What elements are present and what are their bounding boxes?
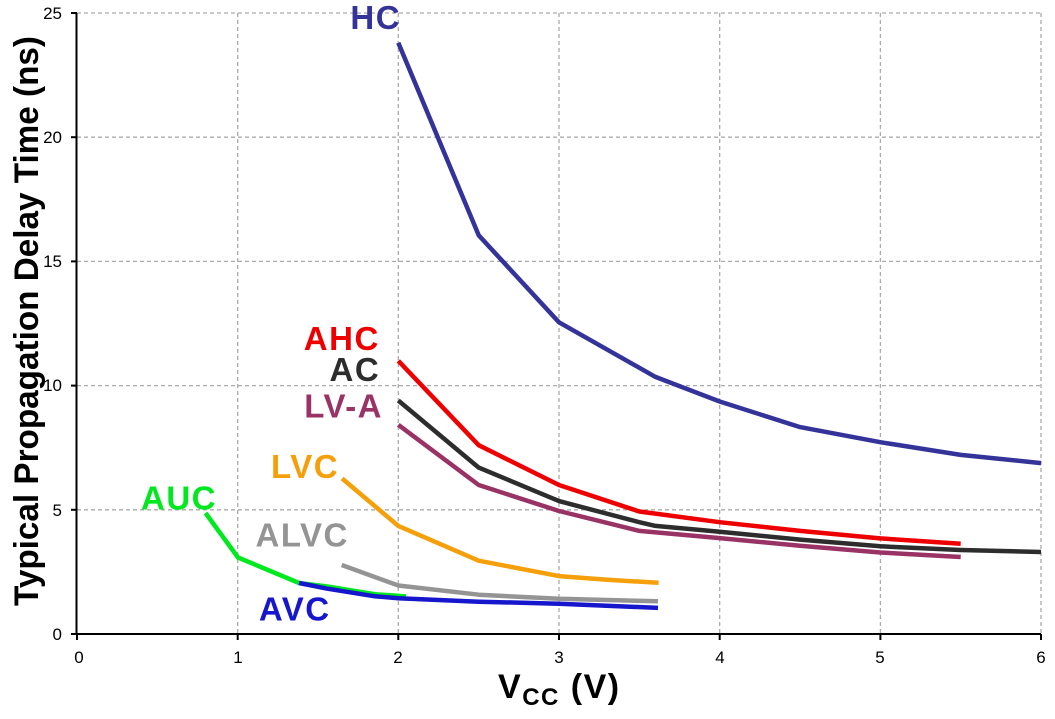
svg-text:3: 3 — [554, 648, 563, 667]
svg-text:VCC (V): VCC (V) — [498, 668, 621, 711]
svg-text:2: 2 — [393, 648, 402, 667]
svg-text:AVC: AVC — [259, 591, 331, 628]
svg-text:0: 0 — [53, 625, 62, 644]
svg-text:HC: HC — [350, 0, 401, 36]
svg-text:AC: AC — [330, 351, 381, 388]
svg-text:LVC: LVC — [271, 448, 339, 485]
svg-text:AHC: AHC — [304, 320, 380, 357]
svg-text:1: 1 — [233, 648, 242, 667]
svg-text:ALVC: ALVC — [256, 517, 349, 554]
svg-text:5: 5 — [53, 501, 62, 520]
svg-text:4: 4 — [715, 648, 724, 667]
svg-text:LV-A: LV-A — [304, 388, 383, 425]
svg-text:20: 20 — [43, 128, 62, 147]
svg-text:5: 5 — [875, 648, 884, 667]
svg-text:0: 0 — [74, 648, 83, 667]
svg-text:15: 15 — [43, 252, 62, 271]
svg-text:Typical Propagation Delay Time: Typical Propagation Delay Time (ns) — [8, 36, 46, 606]
svg-text:AUC: AUC — [141, 480, 217, 517]
svg-text:25: 25 — [43, 4, 62, 23]
svg-text:10: 10 — [43, 376, 62, 395]
svg-text:6: 6 — [1036, 648, 1045, 667]
